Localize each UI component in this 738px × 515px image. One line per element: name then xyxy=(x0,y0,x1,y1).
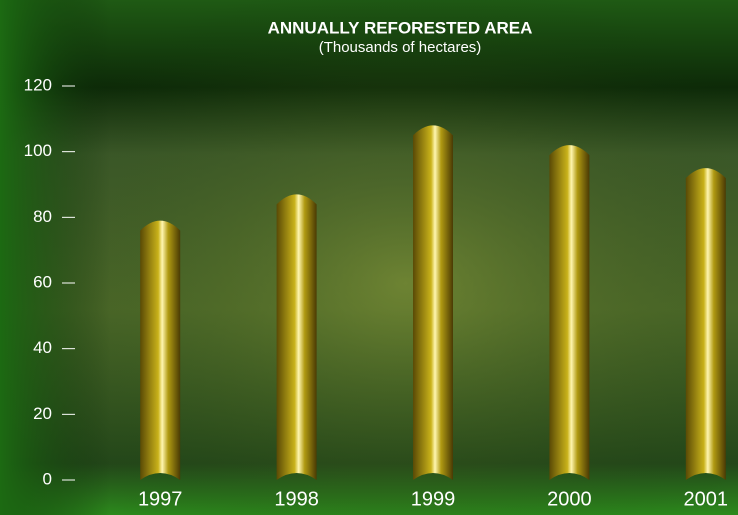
y-tick-label: 60 xyxy=(33,272,52,291)
x-tick-label: 2001 xyxy=(684,488,729,510)
bar xyxy=(549,145,590,480)
y-tick-label: 80 xyxy=(33,207,52,226)
y-tick-label: 0 xyxy=(43,469,52,488)
y-tick-label: 120 xyxy=(24,75,52,94)
x-tick-label: 1997 xyxy=(138,488,183,510)
y-tick-label: 40 xyxy=(33,338,52,357)
bar xyxy=(685,168,726,481)
y-tick-label: 20 xyxy=(33,404,52,423)
chart-subtitle: (Thousands of hectares) xyxy=(319,39,482,56)
bar xyxy=(413,125,453,480)
x-tick-label: 1998 xyxy=(274,488,319,510)
y-tick-label: 100 xyxy=(24,141,52,160)
x-tick-label: 2000 xyxy=(547,488,592,510)
bar xyxy=(140,220,181,480)
chart-title: ANNUALLY REFORESTED AREA xyxy=(268,18,533,37)
bar xyxy=(276,194,317,480)
background-side xyxy=(0,0,110,515)
x-tick-label: 1999 xyxy=(411,488,456,510)
